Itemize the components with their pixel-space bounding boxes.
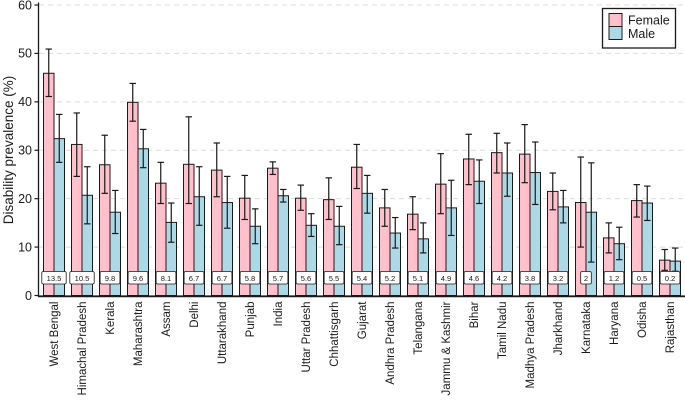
gap-value-label: 5.4 bbox=[357, 274, 368, 283]
gap-value-label: 5.8 bbox=[245, 274, 256, 283]
legend-label-female: Female bbox=[628, 14, 670, 28]
x-tick-label-odisha: Odisha bbox=[637, 301, 649, 338]
gap-value-label: 8.1 bbox=[161, 274, 172, 283]
gap-value-box bbox=[491, 271, 513, 285]
gap-value-label: 4.2 bbox=[497, 274, 508, 283]
gap-value-label: 3.8 bbox=[525, 274, 536, 283]
legend-label-male: Male bbox=[628, 27, 655, 41]
legend-swatch-male bbox=[608, 26, 623, 40]
gap-value-box bbox=[183, 271, 205, 285]
gap-value-label: 4.9 bbox=[441, 274, 452, 283]
x-tick-label-west-bengal: West Bengal bbox=[49, 302, 61, 367]
gap-value-box bbox=[631, 271, 653, 285]
x-tick-label-delhi: Delhi bbox=[189, 302, 201, 328]
bar-female-west-bengal bbox=[43, 72, 55, 296]
gap-value-box bbox=[379, 271, 401, 285]
x-tick-label-kerala: Kerala bbox=[105, 301, 117, 335]
y-tick-label: 10 bbox=[18, 240, 32, 254]
x-tick-label-rajasthan: Rajasthan bbox=[665, 302, 677, 354]
y-tick-label: 40 bbox=[18, 95, 32, 109]
gap-value-label: 5.7 bbox=[273, 274, 284, 283]
x-tick-label-himachal-pradesh: Himachal Pradesh bbox=[77, 302, 89, 396]
gap-value-box bbox=[99, 271, 121, 285]
gap-value-box bbox=[351, 271, 373, 285]
x-tick-label-telangana: Telangana bbox=[413, 301, 425, 355]
x-tick-label-madhya-pradesh: Madhya Pradesh bbox=[525, 302, 537, 389]
gap-value-label: 6.7 bbox=[217, 274, 228, 283]
x-tick-label-jharkhand: Jharkhand bbox=[553, 302, 565, 356]
x-tick-label-maharashtra: Maharashtra bbox=[133, 301, 145, 366]
gap-value-label: 5.5 bbox=[329, 274, 340, 283]
gap-value-box bbox=[519, 271, 541, 285]
gap-value-label: 5.6 bbox=[301, 274, 312, 283]
gap-value-label: 4.6 bbox=[469, 274, 480, 283]
gap-value-box bbox=[659, 271, 681, 285]
x-tick-label-punjab: Punjab bbox=[245, 302, 257, 338]
x-tick-label-karnataka: Karnataka bbox=[581, 301, 593, 354]
legend-swatch-female bbox=[608, 13, 623, 27]
gap-value-label: 9.8 bbox=[105, 274, 116, 283]
x-tick-label-uttar-pradesh: Uttar Pradesh bbox=[301, 302, 313, 373]
x-tick-label-haryana: Haryana bbox=[609, 301, 621, 345]
gap-value-label: 5.1 bbox=[413, 274, 424, 283]
gap-value-box bbox=[239, 271, 261, 285]
x-tick-label-uttarakhand: Uttarakhand bbox=[217, 302, 229, 365]
gap-value-box bbox=[580, 271, 592, 285]
x-tick-label-jammu-kashmir: Jammu & Kashmir bbox=[441, 301, 453, 395]
y-tick-label: 0 bbox=[25, 289, 32, 303]
x-tick-label-andhra-pradesh: Andhra Pradesh bbox=[385, 302, 397, 385]
gap-value-box bbox=[435, 271, 457, 285]
gap-value-box bbox=[211, 271, 233, 285]
gap-value-box bbox=[155, 271, 177, 285]
gap-value-label: 1.2 bbox=[609, 274, 620, 283]
gap-value-box bbox=[127, 271, 149, 285]
gap-value-box bbox=[267, 271, 289, 285]
gap-value-label: 3.2 bbox=[553, 274, 564, 283]
gap-value-box bbox=[69, 271, 95, 285]
x-tick-label-india: India bbox=[273, 301, 285, 327]
gap-value-label: 13.5 bbox=[47, 274, 62, 283]
gap-value-label: 5.2 bbox=[385, 274, 396, 283]
y-tick-label: 30 bbox=[18, 144, 32, 158]
chart-overlay: Disability prevalence (%) Female Male bbox=[1, 7, 677, 225]
gap-value-label: 6.7 bbox=[189, 274, 200, 283]
gap-value-label: 2 bbox=[584, 274, 588, 283]
gap-value-label: 9.6 bbox=[133, 274, 144, 283]
gap-value-box bbox=[603, 271, 625, 285]
gap-value-box bbox=[41, 271, 67, 285]
y-tick-label: 20 bbox=[18, 192, 32, 206]
gap-value-box bbox=[323, 271, 345, 285]
y-tick-label: 60 bbox=[18, 0, 32, 12]
gap-value-label: 10.5 bbox=[75, 274, 90, 283]
x-tick-label-gujarat: Gujarat bbox=[357, 301, 369, 340]
gap-value-label: 0.5 bbox=[637, 274, 648, 283]
y-tick-label: 50 bbox=[18, 47, 32, 61]
y-axis-title: Disability prevalence (%) bbox=[1, 76, 16, 225]
gap-value-label: 0.2 bbox=[665, 274, 676, 283]
x-tick-label-tamil-nadu: Tamil Nadu bbox=[497, 302, 509, 360]
plot-area: 13.5 10.5 9.8 9.6 8.1 6.7 6.7 5.8 5.7 5.6 5.5 5.4 5.… bbox=[18, 0, 685, 395]
gap-value-box bbox=[407, 271, 429, 285]
x-tick-label-assam: Assam bbox=[161, 302, 173, 337]
gap-value-box bbox=[547, 271, 569, 285]
x-tick-label-chhattisgarh: Chhattisgarh bbox=[329, 302, 341, 367]
bar-female-maharashtra bbox=[127, 101, 139, 296]
gap-value-box bbox=[463, 271, 485, 285]
gap-value-box bbox=[295, 271, 317, 285]
legend: Female Male bbox=[601, 7, 677, 49]
x-tick-label-bihar: Bihar bbox=[469, 301, 481, 328]
